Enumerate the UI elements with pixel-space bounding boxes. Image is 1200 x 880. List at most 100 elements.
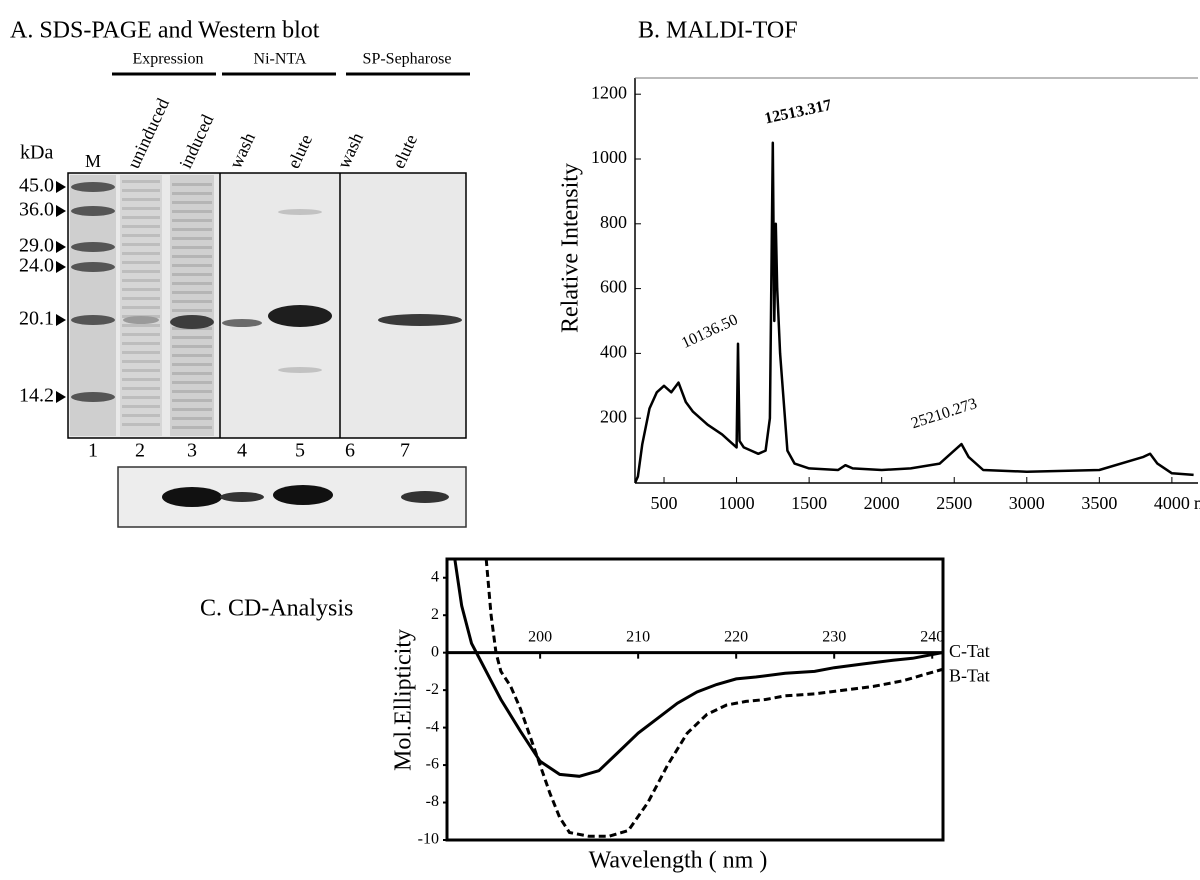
x-tick-label: 2000 [864,493,900,513]
faint-band [122,378,160,381]
spectrum-line [635,141,1194,483]
faint-band [172,210,212,213]
band [123,316,159,324]
marker-label: 20.1 [19,308,54,330]
faint-band [122,180,160,183]
lane [170,175,214,436]
faint-band [172,354,212,357]
marker-arrow [56,314,66,326]
group-label: Ni-NTA [254,51,307,68]
blot-band [401,491,449,503]
lane-number: 7 [400,440,410,462]
faint-band [122,234,160,237]
y-tick-label: 4 [431,568,439,585]
lane-label: elute [283,131,316,171]
faint-band [122,261,160,264]
peak-label: 25210.273 [909,395,979,432]
faint-band [172,264,212,267]
x-axis-label: m/s [1194,493,1200,513]
faint-band [122,360,160,363]
lane-number: 1 [88,440,98,462]
marker-arrow [56,391,66,403]
lane-number: 6 [345,440,355,462]
y-tick-label: 400 [600,342,627,362]
band [268,305,332,327]
faint-band [122,387,160,390]
y-tick-label: 800 [600,212,627,232]
cd-line [484,559,943,838]
y-tick-label: 1200 [591,82,627,102]
faint-band [172,399,212,402]
faint-band [122,369,160,372]
band [278,367,322,373]
panel-b: B. MALDI-TOF 200 400 600 800 1000 1200 500 1000 1… [558,18,1200,514]
band [378,314,462,326]
x-tick-label: 230 [822,628,846,645]
faint-band [122,252,160,255]
x-tick-label: 210 [626,628,650,645]
faint-band [122,333,160,336]
marker-band [71,182,115,192]
y-tick-label: 2 [431,606,439,623]
plot-area [635,141,1194,483]
faint-band [172,390,212,393]
panel-title: B. MALDI-TOF [638,18,798,44]
marker-label: 29.0 [19,235,54,257]
faint-band [122,414,160,417]
marker-label: 36.0 [19,199,54,221]
marker-arrow [56,205,66,217]
lane-label: elute [388,131,421,171]
faint-band [122,297,160,300]
faint-band [172,201,212,204]
series-label: B-Tat [949,666,990,686]
x-tick-label: 200 [528,628,552,645]
y-tick-label: 1000 [591,147,627,167]
faint-band [172,219,212,222]
y-axis-label: Mol.Ellipticity [391,629,417,771]
x-tick-label: 2500 [936,493,972,513]
faint-band [172,426,212,429]
faint-band [122,423,160,426]
marker-band [71,392,115,402]
faint-band [172,228,212,231]
faint-band [172,183,212,186]
faint-band [122,306,160,309]
faint-band [172,300,212,303]
faint-band [122,216,160,219]
panel-c: C. CD-Analysis 4 2 0 -2 -4 -6 -8 -10 200 210 220 230… [200,557,990,874]
y-tick-label: -4 [426,718,439,735]
marker-band [71,242,115,252]
marker-arrow [56,181,66,193]
faint-band [172,273,212,276]
y-tick-label: 0 [431,643,439,660]
band [222,319,262,327]
faint-band [122,189,160,192]
x-tick-label: 4000 [1154,493,1190,513]
lane-label: wash [225,129,259,171]
x-tick-label: 500 [651,493,678,513]
lane-label: induced [175,111,217,171]
faint-band [122,288,160,291]
series-label: C-Tat [949,641,990,661]
blot-band [273,485,333,505]
faint-band [172,237,212,240]
faint-band [172,372,212,375]
x-tick-label: 3000 [1009,493,1045,513]
faint-band [172,282,212,285]
faint-band [122,198,160,201]
y-tick-label: 200 [600,406,627,426]
faint-band [172,408,212,411]
x-tick-label: 1000 [719,493,755,513]
marker-band [71,262,115,272]
y-axis-label: Relative Intensity [558,163,584,333]
lane-number: 5 [295,440,305,462]
faint-band [122,324,160,327]
faint-band [122,405,160,408]
faint-band [172,363,212,366]
marker-band [71,206,115,216]
kda-label: kDa [20,142,53,164]
x-tick-label: 240 [920,628,944,645]
cd-line [453,559,943,778]
lane-number: 2 [135,440,145,462]
